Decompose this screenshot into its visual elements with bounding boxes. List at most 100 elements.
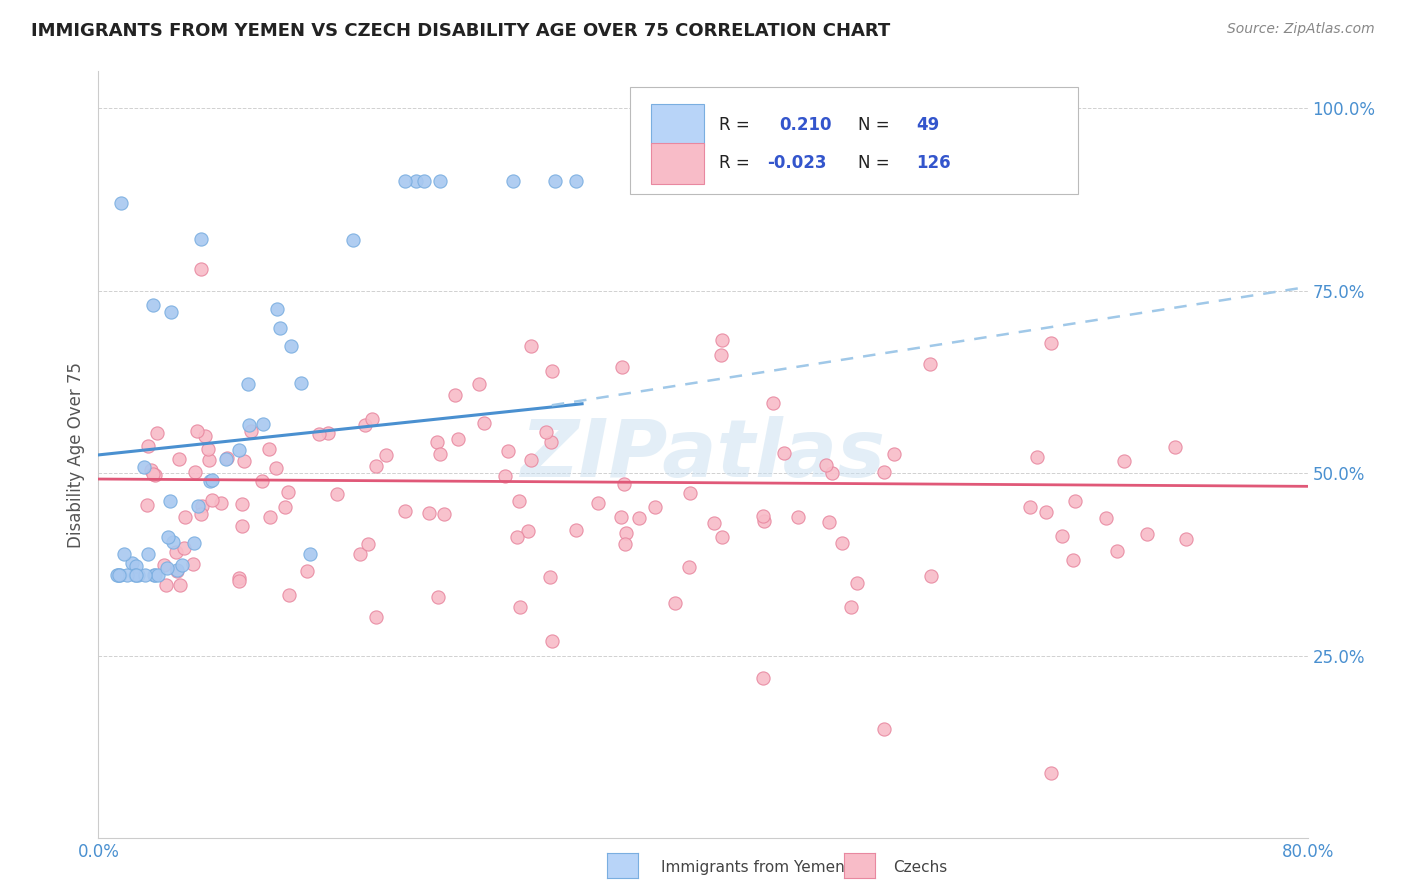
Point (166, 565, 188, 579)
Point (494, 469, 516, 483)
Point (316, 425, 339, 440)
Point (472, 416, 495, 430)
Point (544, 174, 567, 188)
Point (627, 511, 650, 525)
Point (429, 446, 451, 460)
Point (215, 450, 238, 465)
Point (167, 452, 190, 467)
Text: N =: N = (858, 154, 894, 172)
Text: N =: N = (858, 116, 894, 134)
Point (186, 424, 208, 438)
Point (413, 174, 436, 188)
Point (184, 465, 207, 479)
Point (125, 559, 148, 574)
Point (174, 509, 197, 524)
Point (308, 426, 330, 441)
Point (165, 545, 187, 559)
Point (366, 610, 388, 624)
Point (818, 516, 841, 530)
Point (918, 357, 941, 371)
Point (153, 558, 176, 573)
Point (105, 568, 128, 582)
Point (1062, 552, 1084, 566)
Point (194, 429, 217, 443)
Point (349, 547, 371, 561)
Point (846, 576, 869, 591)
Point (433, 507, 456, 521)
Point (269, 321, 291, 335)
Y-axis label: Disability Age Over 75: Disability Age Over 75 (67, 362, 86, 548)
Point (112, 547, 135, 561)
Point (536, 425, 558, 439)
Point (156, 561, 179, 575)
Point (613, 477, 636, 491)
Point (405, 174, 427, 188)
Point (110, 195, 132, 210)
Point (375, 448, 398, 462)
Point (1112, 454, 1135, 468)
Point (752, 509, 775, 524)
Text: R =: R = (718, 154, 755, 172)
Point (468, 376, 491, 391)
Point (200, 493, 222, 508)
Point (181, 557, 204, 571)
Point (136, 439, 159, 453)
Point (143, 468, 166, 483)
Point (538, 570, 561, 584)
Point (610, 359, 633, 374)
Point (264, 461, 287, 475)
Point (873, 722, 896, 736)
Point (198, 474, 221, 488)
Point (508, 494, 530, 508)
Point (540, 634, 562, 648)
Point (565, 174, 588, 188)
Point (201, 473, 224, 487)
Point (259, 510, 281, 524)
Point (565, 523, 588, 537)
Point (295, 565, 318, 579)
Text: 0.210: 0.210 (779, 116, 832, 134)
Point (169, 578, 191, 592)
Point (710, 530, 733, 544)
Point (1018, 500, 1040, 514)
Point (366, 458, 388, 473)
Point (290, 376, 312, 390)
Point (252, 417, 274, 431)
Text: IMMIGRANTS FROM YEMEN VS CZECH DISABILITY AGE OVER 75 CORRELATION CHART: IMMIGRANTS FROM YEMEN VS CZECH DISABILIT… (31, 22, 890, 40)
Point (136, 498, 159, 512)
Text: ZIPatlas: ZIPatlas (520, 416, 886, 494)
Point (540, 434, 562, 449)
Point (107, 568, 129, 582)
Point (166, 562, 188, 576)
Point (132, 460, 155, 475)
Text: Source: ZipAtlas.com: Source: ZipAtlas.com (1227, 22, 1375, 37)
Point (124, 568, 146, 582)
Point (394, 174, 416, 188)
Point (429, 174, 451, 188)
FancyBboxPatch shape (651, 104, 704, 145)
Point (162, 535, 184, 549)
Point (209, 496, 232, 510)
Point (710, 333, 733, 347)
Point (1063, 493, 1085, 508)
Text: Czechs: Czechs (893, 860, 948, 874)
Point (540, 364, 562, 378)
Point (280, 339, 302, 353)
FancyBboxPatch shape (630, 87, 1078, 194)
Point (187, 500, 209, 514)
Point (238, 417, 260, 432)
Point (821, 466, 844, 480)
Point (160, 305, 183, 319)
Point (644, 500, 666, 515)
Text: 49: 49 (915, 116, 939, 134)
Point (762, 396, 785, 410)
Point (772, 446, 794, 460)
Point (520, 453, 543, 467)
Point (277, 485, 299, 500)
Point (134, 568, 156, 582)
Point (146, 426, 169, 441)
Point (228, 442, 250, 457)
Point (516, 524, 538, 539)
Point (197, 452, 219, 467)
Point (1026, 450, 1049, 464)
